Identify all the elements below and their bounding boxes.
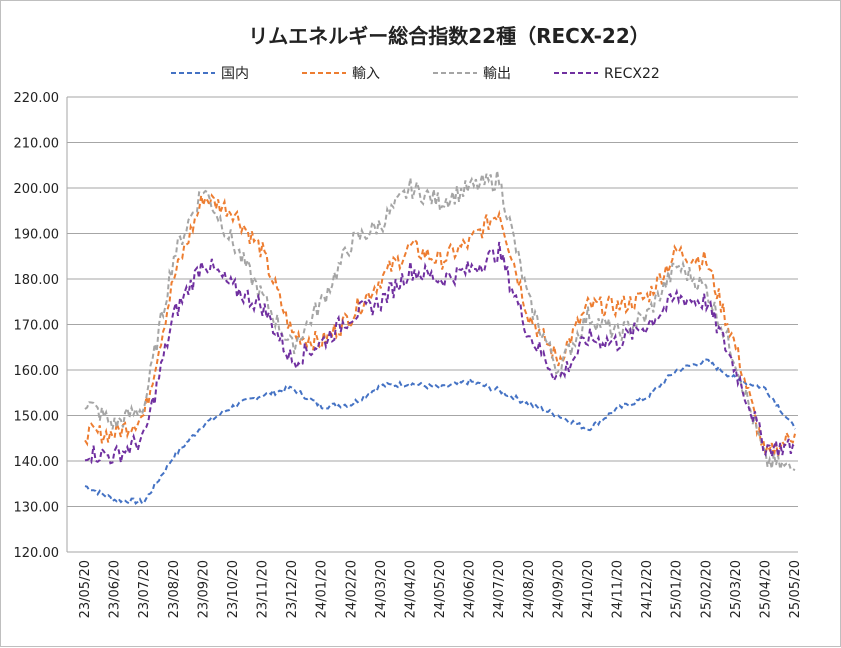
x-tick-label: 24/05/20 <box>433 560 448 618</box>
y-tick-label: 180.00 <box>14 273 60 288</box>
series-line-3 <box>84 170 796 472</box>
x-tick-label: 23/06/20 <box>108 560 123 618</box>
x-tick-label: 24/08/20 <box>522 560 537 618</box>
y-tick-label: 120.00 <box>14 546 60 561</box>
x-tick-label: 23/05/20 <box>78 560 93 618</box>
x-tick-label: 23/07/20 <box>137 560 152 618</box>
x-tick-label: 23/09/20 <box>196 560 211 618</box>
y-tick-label: 160.00 <box>14 364 60 379</box>
legend: 国内 輸入 輸出 RECX22 <box>171 66 660 82</box>
series-line-4 <box>84 241 796 465</box>
legend-label: 輸出 <box>483 66 511 82</box>
x-tick-label: 25/02/20 <box>699 560 714 618</box>
y-tick-label: 130.00 <box>14 501 60 516</box>
y-tick-label: 200.00 <box>14 182 60 197</box>
y-tick-label: 190.00 <box>14 228 60 243</box>
gridlines <box>66 96 798 553</box>
x-tick-label: 24/06/20 <box>463 560 478 618</box>
y-tick-label: 170.00 <box>14 319 60 334</box>
x-tick-label: 23/10/20 <box>226 560 241 618</box>
x-axis: 23/05/20 23/06/20 23/07/20 23/08/20 23/09/20… <box>78 560 803 618</box>
x-tick-label: 24/10/20 <box>581 560 596 618</box>
legend-label: RECX22 <box>604 66 660 82</box>
series-line-1 <box>84 358 796 505</box>
x-tick-label: 23/12/20 <box>285 560 300 618</box>
series-line-2 <box>84 193 796 457</box>
x-tick-label: 25/03/20 <box>729 560 744 618</box>
x-tick-label: 24/09/20 <box>551 560 566 618</box>
x-tick-label: 25/01/20 <box>670 560 685 618</box>
x-tick-label: 24/03/20 <box>374 560 389 618</box>
x-tick-label: 24/02/20 <box>344 560 359 618</box>
series-lines <box>84 170 796 505</box>
legend-label: 輸入 <box>352 66 380 82</box>
x-tick-label: 23/08/20 <box>167 560 182 618</box>
x-tick-label: 24/04/20 <box>403 560 418 618</box>
y-tick-label: 210.00 <box>14 137 60 152</box>
legend-label: 国内 <box>221 66 249 82</box>
y-axis: 120.00 130.00 140.00 150.00 160.00 170.00 180.… <box>14 91 60 561</box>
y-tick-label: 140.00 <box>14 455 60 470</box>
x-tick-label: 24/11/20 <box>611 560 626 618</box>
chart-title: リムエネルギー総合指数22種（RECX-22） <box>248 24 650 48</box>
x-tick-label: 25/05/20 <box>788 560 803 618</box>
x-tick-label: 25/04/20 <box>758 560 773 618</box>
x-tick-label: 24/01/20 <box>315 560 330 618</box>
x-tick-label: 23/11/20 <box>256 560 271 618</box>
x-tick-label: 24/12/20 <box>640 560 655 618</box>
y-tick-label: 150.00 <box>14 410 60 425</box>
x-tick-label: 24/07/20 <box>492 560 507 618</box>
y-tick-label: 220.00 <box>14 91 60 106</box>
